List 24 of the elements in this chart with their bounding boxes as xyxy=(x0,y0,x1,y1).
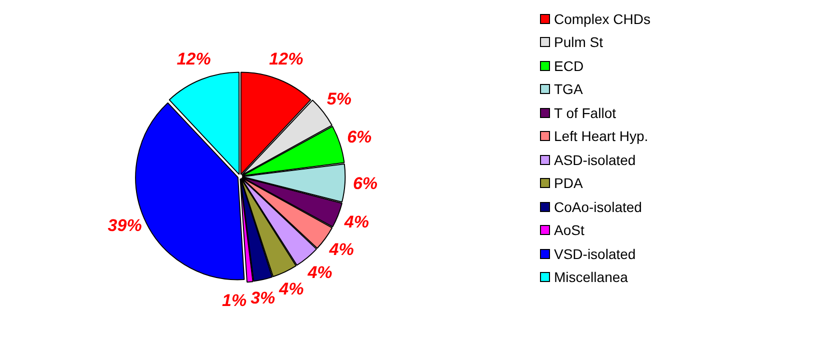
data-label: 1% xyxy=(222,291,247,310)
data-label: 4% xyxy=(343,212,369,232)
legend-label: Left Heart Hyp. xyxy=(554,128,648,144)
legend-label: PDA xyxy=(554,175,583,192)
data-label: 4% xyxy=(328,240,354,259)
legend-label: Pulm St xyxy=(554,34,604,50)
legend-label: AoSt xyxy=(554,222,584,238)
legend-label: ASD-isolated xyxy=(554,152,636,168)
data-label: 4% xyxy=(306,262,332,282)
data-label: 6% xyxy=(352,174,378,194)
data-label: 4% xyxy=(278,280,304,299)
data-label: 39% xyxy=(108,216,142,236)
legend-label: CoAo-isolated xyxy=(554,198,642,215)
data-label: 5% xyxy=(326,89,352,108)
legend-label: TGA xyxy=(554,81,583,98)
legend-label: Miscellanea xyxy=(554,269,628,286)
data-label: 6% xyxy=(347,127,372,146)
data-label: 12% xyxy=(176,50,211,68)
legend-label: T of Fallot xyxy=(554,104,616,121)
legend-label: VSD-isolated xyxy=(554,246,636,262)
legend-label: Complex CHDs xyxy=(554,10,650,27)
legend-label: ECD xyxy=(554,58,584,74)
data-label: 3% xyxy=(250,288,276,308)
data-label: 12% xyxy=(269,50,304,68)
